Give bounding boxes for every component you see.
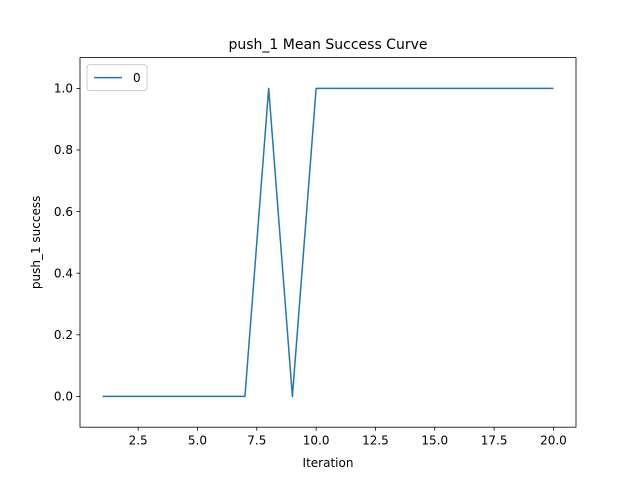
y-tick-label: 1.0 bbox=[54, 82, 73, 96]
y-tick-label: 0.2 bbox=[54, 328, 73, 342]
series-line-0 bbox=[102, 87, 554, 398]
x-tick-label: 5.0 bbox=[188, 434, 207, 448]
y-tick-label: 0.4 bbox=[54, 266, 73, 280]
x-tick-label: 12.5 bbox=[362, 434, 389, 448]
y-axis: 0.0 0.2 0.4 0.6 0.8 1.0 bbox=[54, 82, 80, 404]
x-tick-label: 7.5 bbox=[247, 434, 266, 448]
series-layer bbox=[102, 87, 554, 398]
axes-frame bbox=[79, 57, 577, 428]
x-tick-label: 15.0 bbox=[421, 434, 448, 448]
legend: 0 bbox=[86, 64, 148, 92]
legend-label-series-0: 0 bbox=[133, 71, 141, 85]
x-tick-label: 20.0 bbox=[540, 434, 567, 448]
y-tick-label: 0.0 bbox=[54, 390, 73, 404]
plot-area bbox=[79, 57, 577, 428]
y-tick-label: 0.8 bbox=[54, 143, 73, 157]
x-axis: 2.5 5.0 7.5 10.0 12.5 15.0 17.5 20.0 bbox=[129, 427, 567, 448]
y-axis-label: push_1 success bbox=[29, 196, 43, 289]
chart-title: push_1 Mean Success Curve bbox=[229, 37, 428, 53]
x-tick-label: 10.0 bbox=[303, 434, 330, 448]
x-tick-label: 2.5 bbox=[129, 434, 148, 448]
x-tick-label: 17.5 bbox=[481, 434, 508, 448]
x-axis-label: Iteration bbox=[303, 456, 354, 470]
y-tick-label: 0.6 bbox=[54, 205, 73, 219]
